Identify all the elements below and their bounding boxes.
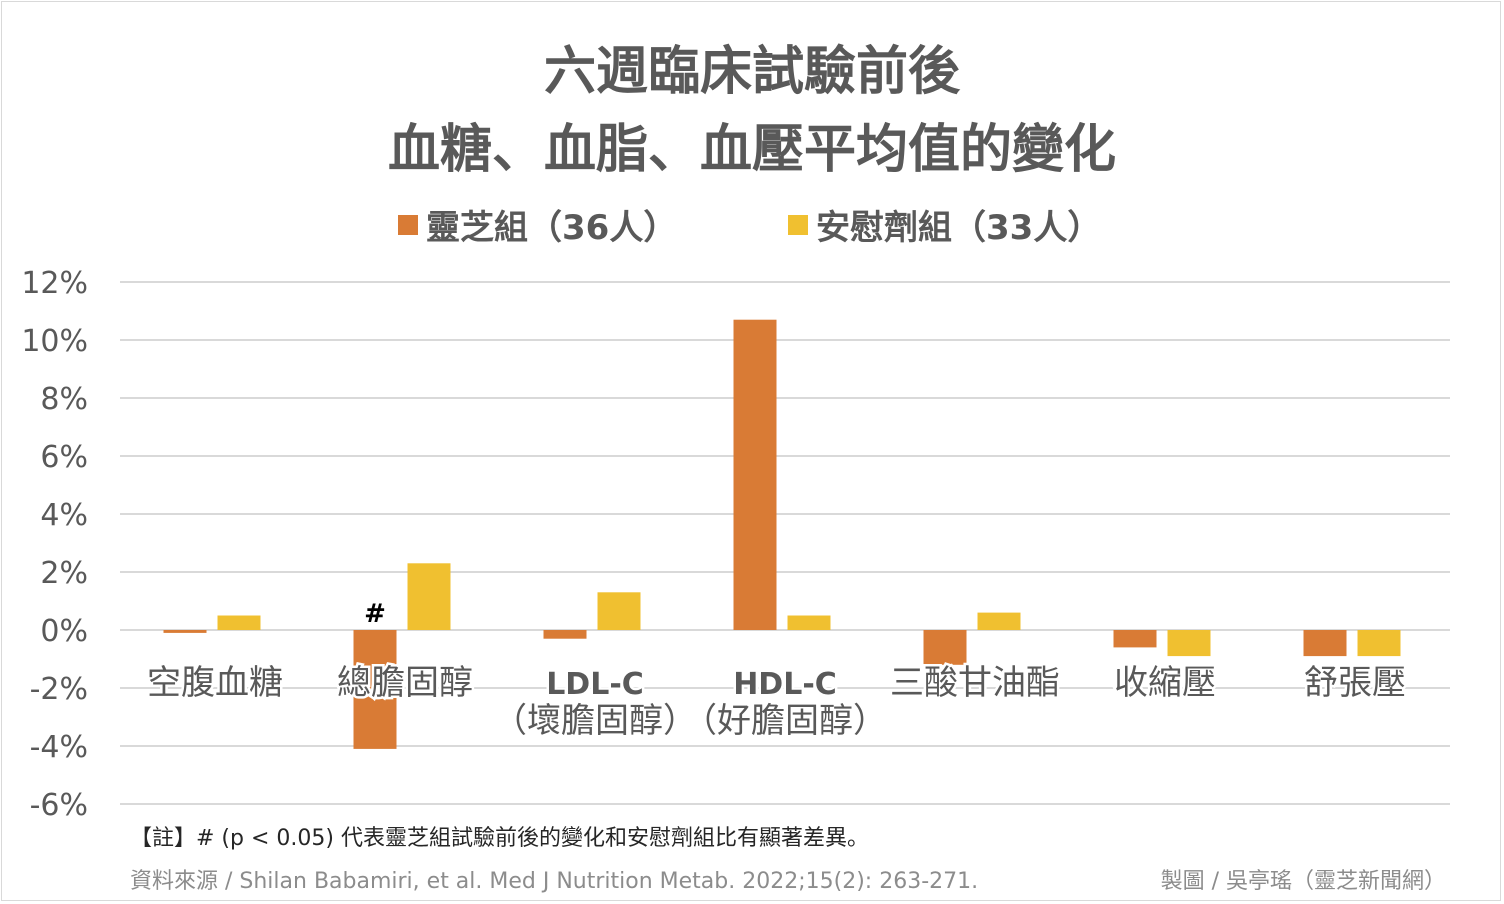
bar-placebo	[597, 592, 641, 630]
legend-label-lingzhi: 靈芝組（36人）	[426, 208, 678, 248]
y-tick-label: 12%	[21, 266, 88, 301]
chart-title-line1: 六週臨床試驗前後	[543, 42, 960, 102]
x-category-label: 總膽固醇	[337, 663, 473, 703]
bar-lingzhi	[1113, 630, 1157, 648]
bar-lingzhi	[733, 319, 777, 630]
y-tick-label: 2%	[40, 556, 88, 591]
x-category-label: （好膽固醇）	[683, 701, 887, 741]
y-tick-label: 10%	[21, 324, 88, 359]
y-tick-label: -4%	[30, 730, 88, 765]
bar-placebo	[787, 615, 831, 630]
chart-legend: 靈芝組（36人） 安慰劑組（33人）	[0, 200, 1504, 248]
y-tick-label: -6%	[30, 788, 88, 823]
x-category-label: 空腹血糖	[147, 663, 283, 703]
legend-label-placebo: 安慰劑組（33人）	[816, 208, 1102, 248]
x-category-label: （壞膽固醇）	[493, 701, 697, 741]
x-category-label: LDL-C	[546, 667, 644, 702]
legend-item-lingzhi: 靈芝組（36人）	[398, 200, 677, 249]
legend-swatch-lingzhi	[398, 214, 418, 235]
y-tick-label: 6%	[40, 440, 88, 475]
legend-item-placebo: 安慰劑組（33人）	[788, 200, 1101, 249]
bar-placebo	[1167, 630, 1211, 657]
bar-placebo	[217, 615, 261, 630]
x-category-label: 舒張壓	[1304, 663, 1406, 703]
chart-title-line2: 血糖、血脂、血壓平均值的變化	[387, 120, 1116, 180]
legend-swatch-placebo	[788, 214, 808, 235]
y-tick-label: 4%	[40, 498, 88, 533]
bar-placebo	[977, 612, 1021, 630]
bar-lingzhi	[163, 630, 207, 633]
significance-marker: #	[364, 599, 386, 629]
bar-placebo	[1357, 630, 1401, 657]
bar-lingzhi	[923, 630, 967, 665]
bar-lingzhi	[1303, 630, 1347, 657]
bar-placebo	[407, 563, 451, 630]
source-citation: 資料來源 / Shilan Babamiri, et al. Med J Nut…	[130, 869, 979, 894]
x-category-label: HDL-C	[733, 667, 837, 702]
bar-lingzhi	[353, 630, 397, 749]
bar-lingzhi	[543, 630, 587, 639]
chart-credit: 製圖 / 吳亭瑤（靈芝新聞網）	[1160, 869, 1446, 894]
y-tick-label: -2%	[30, 672, 88, 707]
x-category-label: 三酸甘油酯	[890, 663, 1060, 703]
y-tick-label: 0%	[40, 614, 88, 649]
footnote: 【註】# (p < 0.05) 代表靈芝組試驗前後的變化和安慰劑組比有顯著差異。	[130, 826, 869, 851]
y-tick-label: 8%	[40, 382, 88, 417]
x-category-label: 收縮壓	[1114, 663, 1216, 703]
